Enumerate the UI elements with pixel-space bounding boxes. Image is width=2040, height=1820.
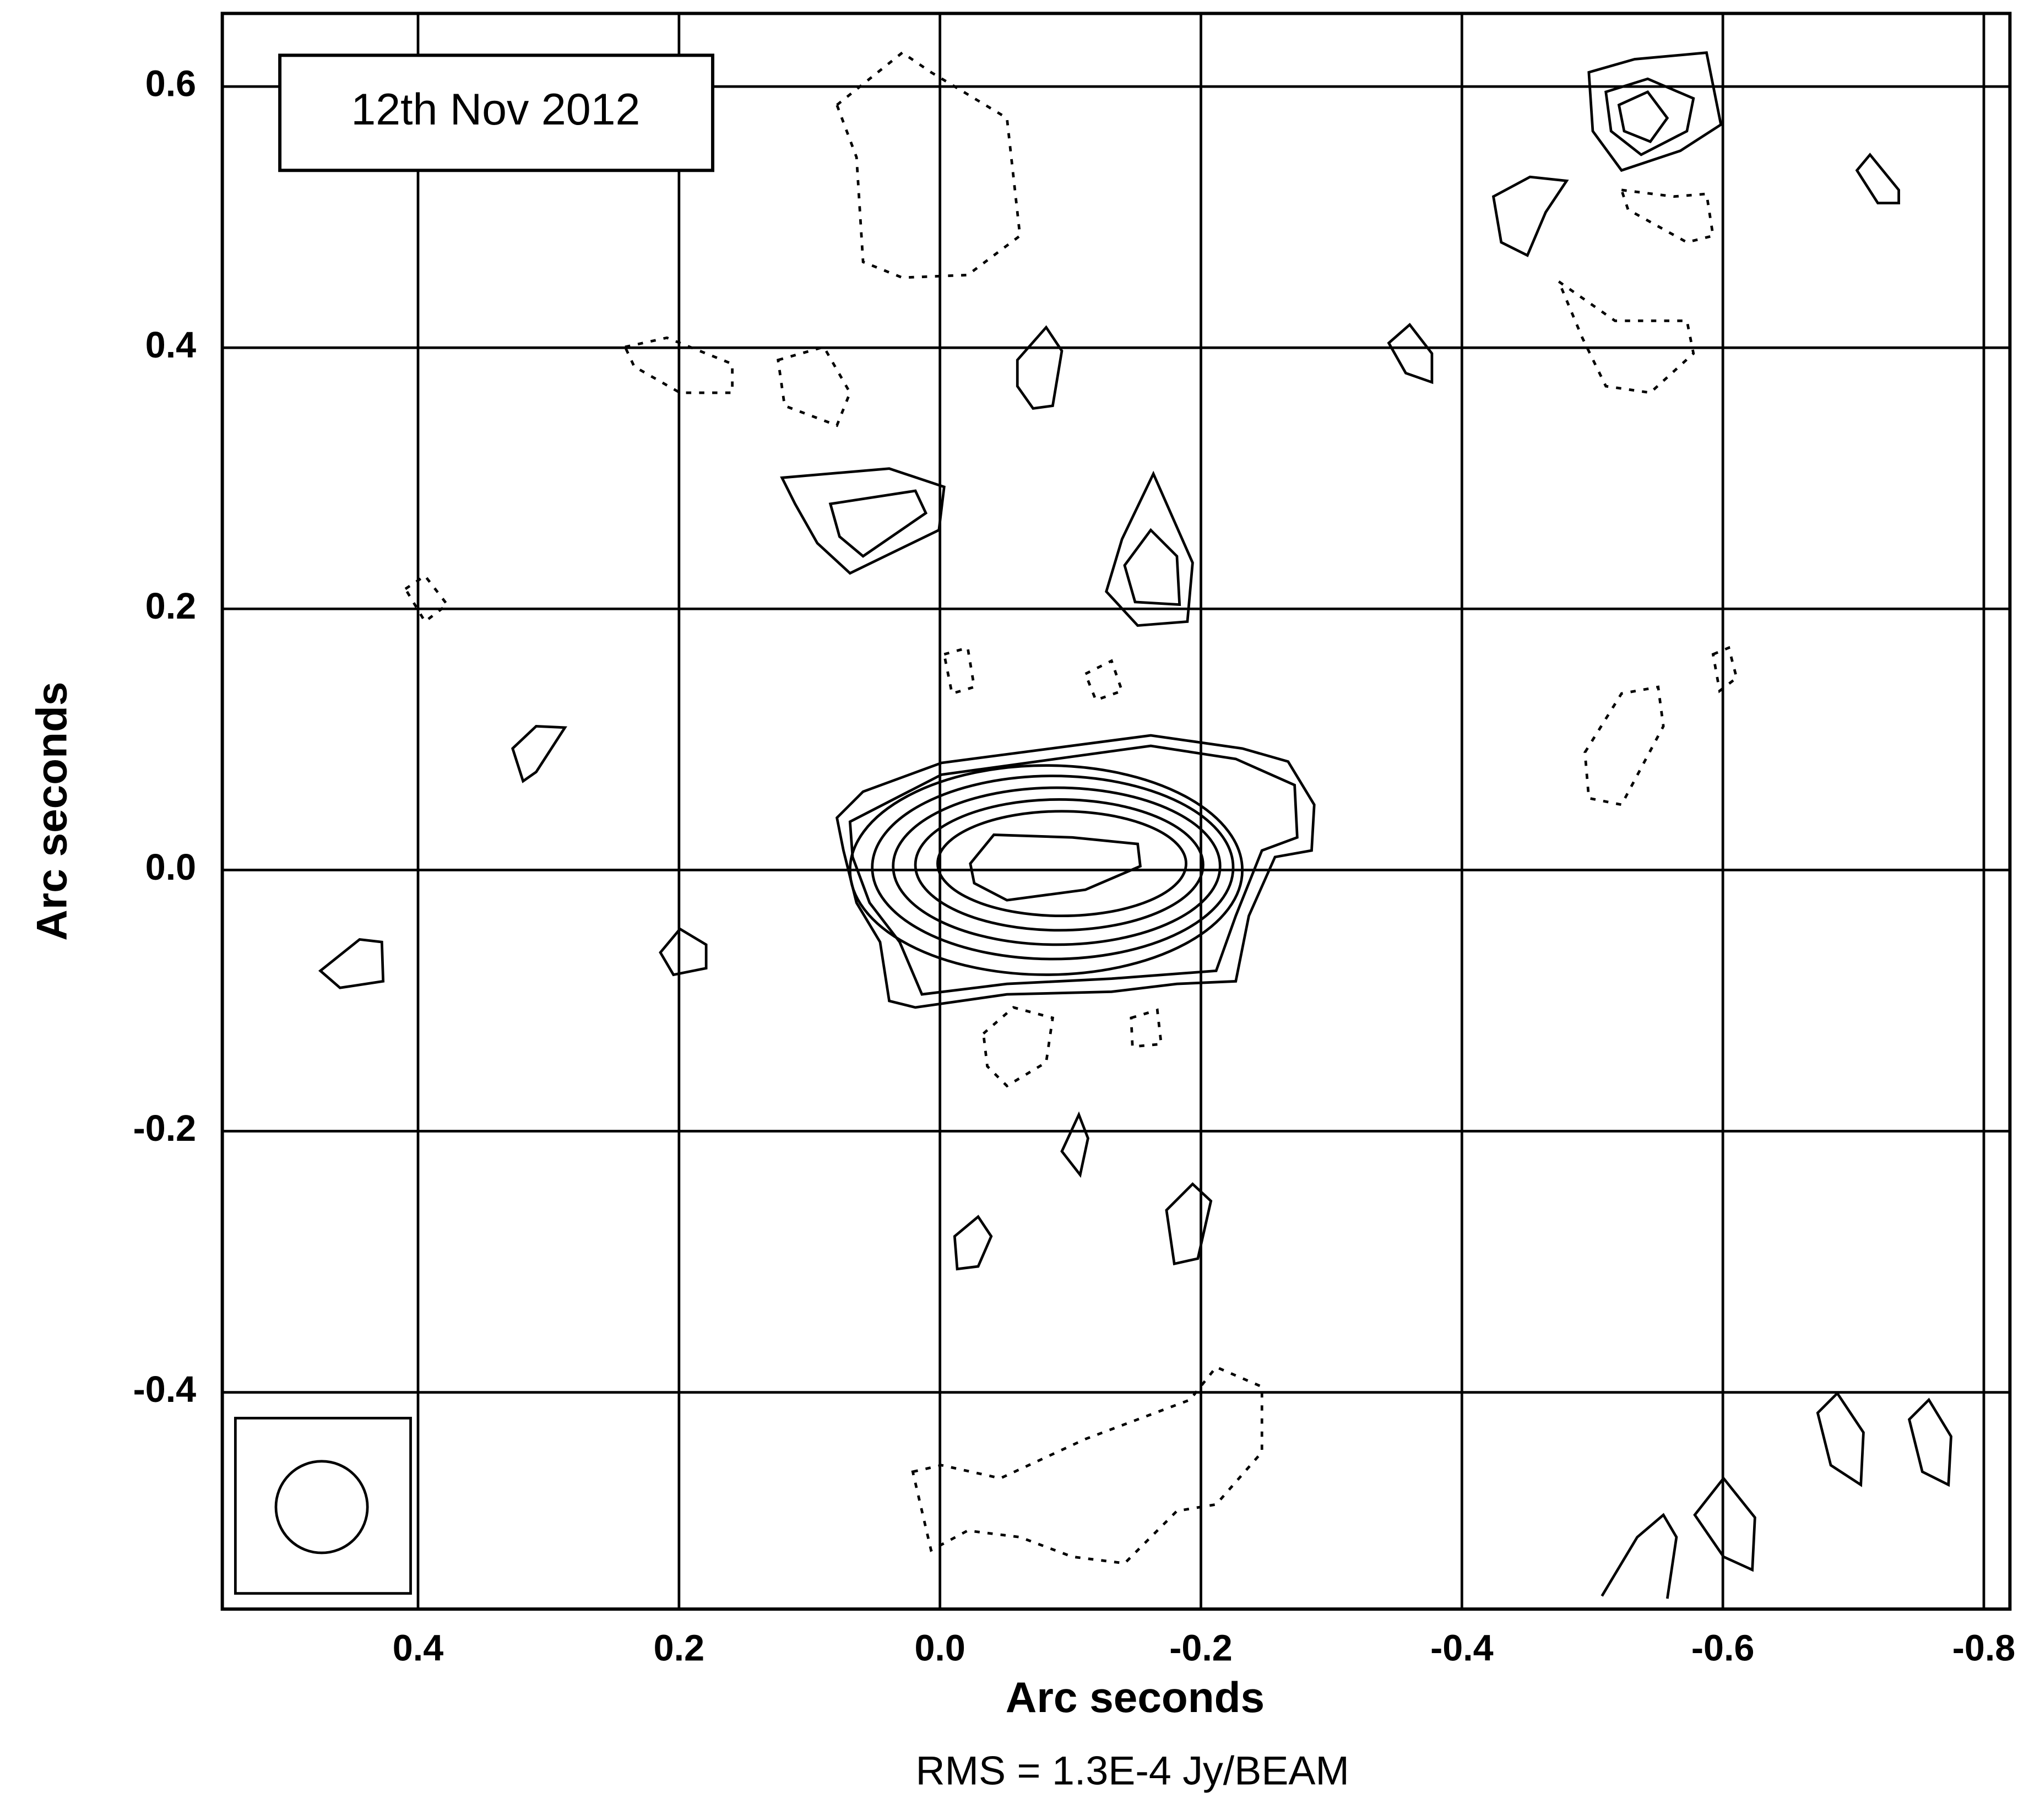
contour [953, 1215, 993, 1271]
contour [1060, 1111, 1089, 1178]
y-tick-label: 0.4 [145, 325, 196, 366]
x-tick-label: 0.2 [654, 1628, 704, 1669]
x-tick-label: -0.8 [1952, 1628, 2016, 1669]
contour [871, 774, 1235, 961]
annotation: 12th Nov 2012 [351, 85, 640, 134]
contour [780, 467, 946, 575]
contour [1855, 153, 1900, 205]
contour [942, 646, 976, 696]
y-tick-label: 0.6 [145, 64, 196, 105]
x-tick-label: 0.4 [393, 1628, 443, 1669]
contour [318, 938, 385, 989]
contour [777, 345, 851, 427]
contour [1600, 1513, 1678, 1599]
y-tick-label: 0.2 [145, 586, 196, 627]
contour [911, 1365, 1263, 1565]
contour [1619, 188, 1715, 244]
y-tick-label: 0.0 [145, 847, 196, 888]
contour [1693, 1476, 1756, 1572]
contour [835, 51, 1022, 279]
contour [1083, 659, 1124, 702]
x-axis-label: Arc seconds [1006, 1673, 1265, 1721]
contour [936, 810, 1187, 918]
y-tick-label: -0.2 [133, 1108, 197, 1149]
contour [848, 764, 1244, 976]
contour [828, 489, 928, 558]
beam-box [234, 1417, 412, 1595]
contour [1491, 175, 1569, 257]
beam [274, 1460, 369, 1554]
x-tick-label: -0.4 [1430, 1628, 1494, 1669]
contour [1816, 1391, 1865, 1487]
grid [222, 13, 2010, 1610]
contour [1907, 1398, 1952, 1487]
contour [1016, 325, 1064, 410]
contour [892, 786, 1222, 946]
contour [659, 927, 708, 977]
contour [1165, 1182, 1213, 1266]
contour [1583, 685, 1665, 806]
contour [511, 724, 567, 783]
contour [1604, 77, 1695, 156]
contour [1617, 90, 1669, 143]
annotation-box [278, 53, 714, 172]
contour [1105, 470, 1194, 627]
contour [835, 734, 1316, 1009]
contour [1123, 528, 1181, 606]
contour [623, 336, 734, 394]
y-tick-label: -0.4 [133, 1369, 197, 1410]
x-tick-label: -0.6 [1691, 1628, 1755, 1669]
x-tick-label: 0.0 [914, 1628, 965, 1669]
contour [1387, 323, 1434, 384]
contour [1555, 278, 1695, 394]
contours [318, 51, 1952, 1599]
contour [1711, 646, 1738, 694]
y-axis-label: Arc seconds [27, 682, 75, 941]
contour [1587, 51, 1723, 172]
contour [982, 1006, 1055, 1088]
plot-frame [220, 12, 2012, 1611]
caption: RMS = 1.3E-4 Jy/BEAM [916, 1748, 1349, 1794]
contour [1130, 1008, 1163, 1048]
contour [969, 833, 1142, 902]
x-tick-label: -0.2 [1169, 1628, 1233, 1669]
contour [848, 744, 1299, 996]
contour [403, 574, 449, 624]
contour [914, 798, 1205, 932]
